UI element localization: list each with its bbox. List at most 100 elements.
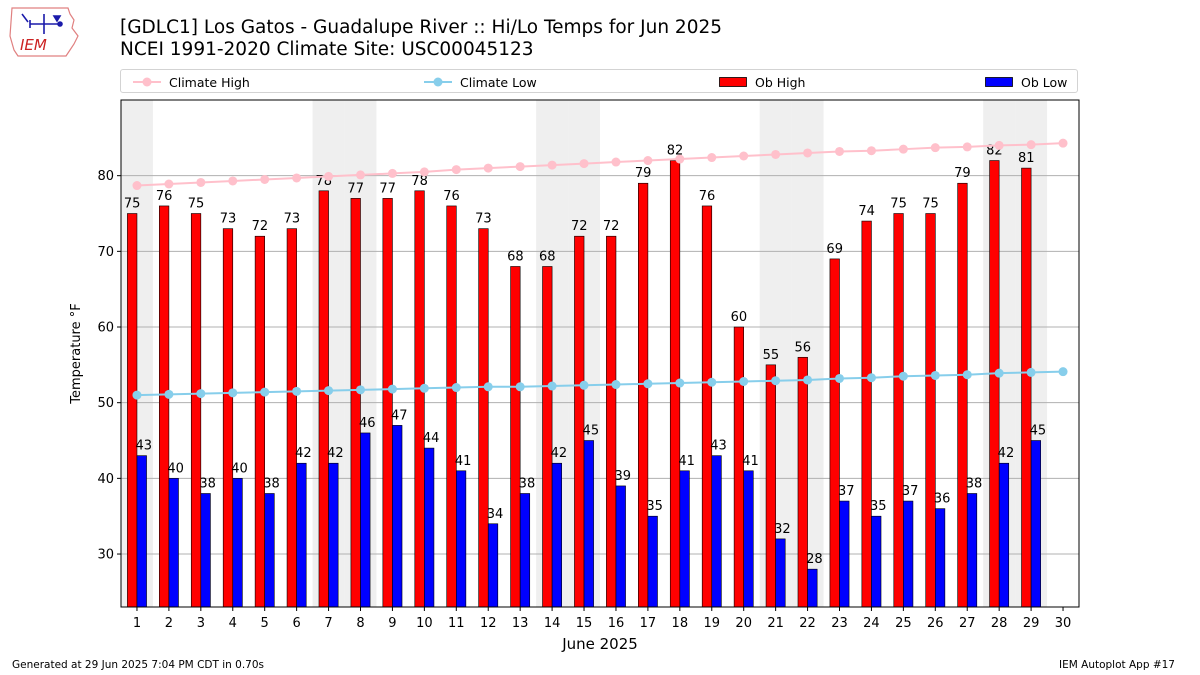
ob-low-bar	[743, 470, 754, 608]
climate-high-point	[835, 146, 844, 156]
chart-legend: Climate High Climate Low Ob High Ob Low	[120, 69, 1078, 93]
ob-high-label: 75	[188, 197, 205, 212]
climate-low-point	[835, 373, 844, 383]
ob-high-bar	[893, 213, 904, 608]
ob-high-label: 76	[156, 189, 173, 204]
climate-high-line	[136, 142, 1064, 187]
ob-low-bar	[360, 432, 371, 608]
x-tick-label: 16	[608, 616, 625, 631]
ob-high-label: 82	[986, 144, 1003, 159]
ob-high-bar	[159, 205, 170, 608]
ob-high-bar	[414, 190, 425, 608]
climate-low-point	[164, 389, 174, 399]
ob-high-bar	[989, 160, 1000, 608]
x-tick-label: 25	[895, 616, 912, 631]
climate-low-point	[260, 387, 270, 397]
x-tick-label: 5	[261, 616, 269, 631]
x-tick-label: 26	[927, 616, 944, 631]
weekend-shade	[791, 100, 824, 607]
ob-low-label: 35	[870, 499, 887, 514]
ob-high-bar	[127, 213, 138, 608]
x-tick-label: 14	[544, 616, 561, 631]
climate-low-point	[643, 379, 653, 389]
ob-high-label: 77	[379, 181, 396, 196]
ob-high-label: 76	[443, 189, 460, 204]
ob-low-label: 41	[742, 454, 759, 469]
ob-low-label: 41	[455, 454, 472, 469]
x-tick-label: 23	[831, 616, 848, 631]
legend-label-climate-high: Climate High	[169, 74, 250, 90]
ob-low-label: 42	[327, 446, 344, 461]
ob-high-bar	[669, 160, 681, 608]
ob-high-bar	[286, 228, 297, 608]
ob-low-label: 32	[774, 522, 791, 537]
climate-low-point	[707, 377, 717, 387]
ob-high-label: 72	[252, 219, 269, 234]
climate-low-swatch	[424, 77, 452, 87]
x-tick-label: 7	[324, 616, 332, 631]
x-tick-label: 17	[640, 616, 657, 631]
ob-high-bar	[1021, 167, 1032, 608]
weekend-shade	[1015, 100, 1048, 607]
climate-high-point	[739, 151, 749, 161]
ob-high-bar	[510, 266, 521, 608]
climate-low-point	[356, 385, 365, 395]
weather-station-icon	[21, 13, 63, 34]
generated-note: Generated at 29 Jun 2025 7:04 PM CDT in …	[12, 659, 265, 671]
ob-low-label: 43	[710, 439, 727, 454]
ob-low-bar	[136, 455, 147, 608]
climate-low-point	[930, 370, 940, 380]
legend-label-ob-high: Ob High	[755, 74, 806, 90]
ob-low-bar	[647, 515, 658, 608]
ob-high-bar	[446, 205, 457, 608]
ob-low-label: 28	[806, 552, 823, 567]
x-tick-label: 4	[229, 616, 237, 631]
climate-high-point	[803, 148, 813, 158]
ob-low-label: 38	[263, 476, 280, 491]
y-tick-label: 60	[97, 321, 114, 336]
ob-high-bar	[638, 182, 649, 608]
ob-low-bar	[328, 462, 339, 608]
ob-low-label: 37	[838, 484, 855, 499]
climate-high-point	[419, 167, 429, 177]
climate-low-point	[1026, 367, 1036, 377]
climate-high-swatch	[133, 77, 161, 87]
legend-item-ob-low: Ob Low	[985, 73, 1067, 91]
climate-low-point	[515, 382, 525, 392]
ob-low-label: 38	[966, 476, 983, 491]
climate-high-point	[930, 143, 940, 153]
ob-low-label: 35	[646, 499, 663, 514]
ob-high-label: 78	[411, 174, 428, 189]
climate-high-point	[324, 171, 334, 181]
ob-high-label: 79	[954, 166, 971, 181]
climate-low-point	[611, 380, 621, 390]
climate-low-point	[387, 384, 397, 394]
climate-high-point	[196, 177, 206, 187]
plot-frame	[120, 99, 1080, 608]
ob-high-label: 82	[667, 144, 684, 159]
ob-high-bar	[478, 228, 489, 608]
x-tick-label: 19	[703, 616, 720, 631]
ob-low-bar	[934, 508, 946, 608]
climate-high-point	[611, 157, 621, 167]
climate-high-point	[132, 181, 142, 191]
y-tick-label: 40	[97, 472, 114, 487]
ob-high-swatch	[719, 77, 747, 87]
x-tick-label: 18	[672, 616, 689, 631]
ob-high-bar	[606, 235, 617, 608]
ob-low-label: 47	[391, 408, 408, 423]
weekend-shade	[568, 100, 600, 607]
climate-high-point	[547, 160, 557, 170]
legend-item-climate-high: Climate High	[133, 73, 250, 91]
climate-high-point	[1058, 138, 1068, 148]
ob-low-label: 36	[934, 492, 951, 507]
weekend-shade	[759, 100, 792, 607]
ob-low-label: 43	[135, 439, 152, 454]
climate-low-point	[739, 376, 749, 386]
ob-low-label: 34	[487, 507, 504, 522]
ob-high-bar	[222, 228, 234, 608]
ob-high-bar	[925, 213, 936, 608]
ob-low-label: 42	[998, 446, 1015, 461]
climate-high-point	[962, 142, 972, 152]
ob-low-bar	[903, 500, 914, 608]
